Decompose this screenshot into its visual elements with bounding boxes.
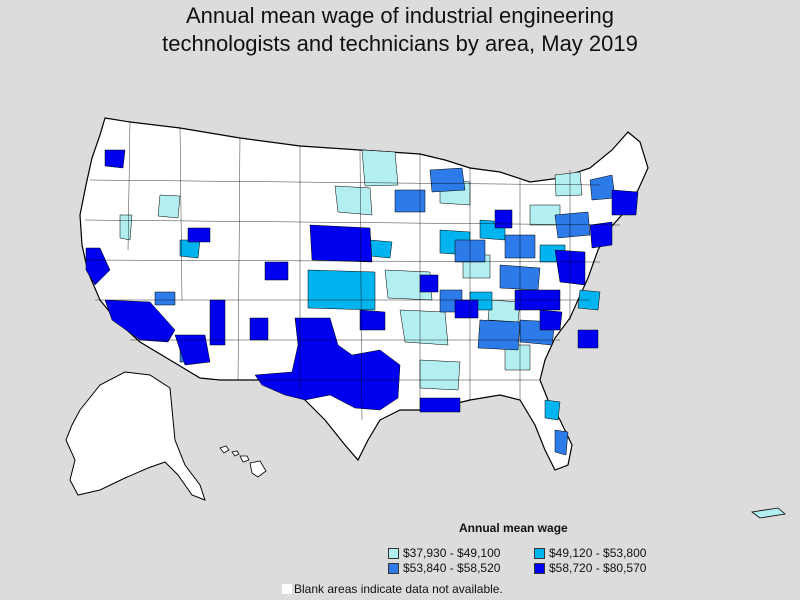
alaska [65, 371, 206, 501]
legend-label-band-1: $37,930 - $49,100 [403, 546, 501, 560]
title-line-1: Annual mean wage of industrial engineeri… [185, 3, 615, 28]
legend-swatch-band-3 [388, 562, 399, 574]
title-line-2: technologists and technicians by area, M… [162, 31, 638, 56]
legend-swatch-band-1 [388, 547, 399, 559]
legend-item-band-3: $53,840 - $58,520 [388, 561, 500, 575]
wage-band-1-areas [119, 149, 583, 391]
legend-item-band-1: $37,930 - $49,100 [388, 546, 500, 560]
puerto-rico [750, 507, 786, 519]
legend-title: Annual mean wage [459, 521, 568, 535]
legend-label-band-4: $58,720 - $80,570 [549, 561, 647, 575]
legend-item-band-4: $58,720 - $80,570 [534, 561, 646, 575]
legend-item-band-2: $49,120 - $53,800 [534, 546, 646, 560]
blank-swatch [282, 584, 292, 594]
legend-label-band-3: $53,840 - $58,520 [403, 561, 501, 575]
legend-swatch-band-2 [534, 547, 545, 559]
legend-label-band-2: $49,120 - $53,800 [549, 546, 647, 560]
area-borders [83, 121, 621, 421]
blank-areas-note-text: Blank areas indicate data not available. [294, 582, 503, 596]
blank-areas-note: Blank areas indicate data not available. [282, 582, 503, 596]
legend-swatch-band-4 [534, 562, 545, 574]
hawaii [219, 445, 267, 478]
chart-title: Annual mean wage of industrial engineeri… [0, 2, 800, 58]
